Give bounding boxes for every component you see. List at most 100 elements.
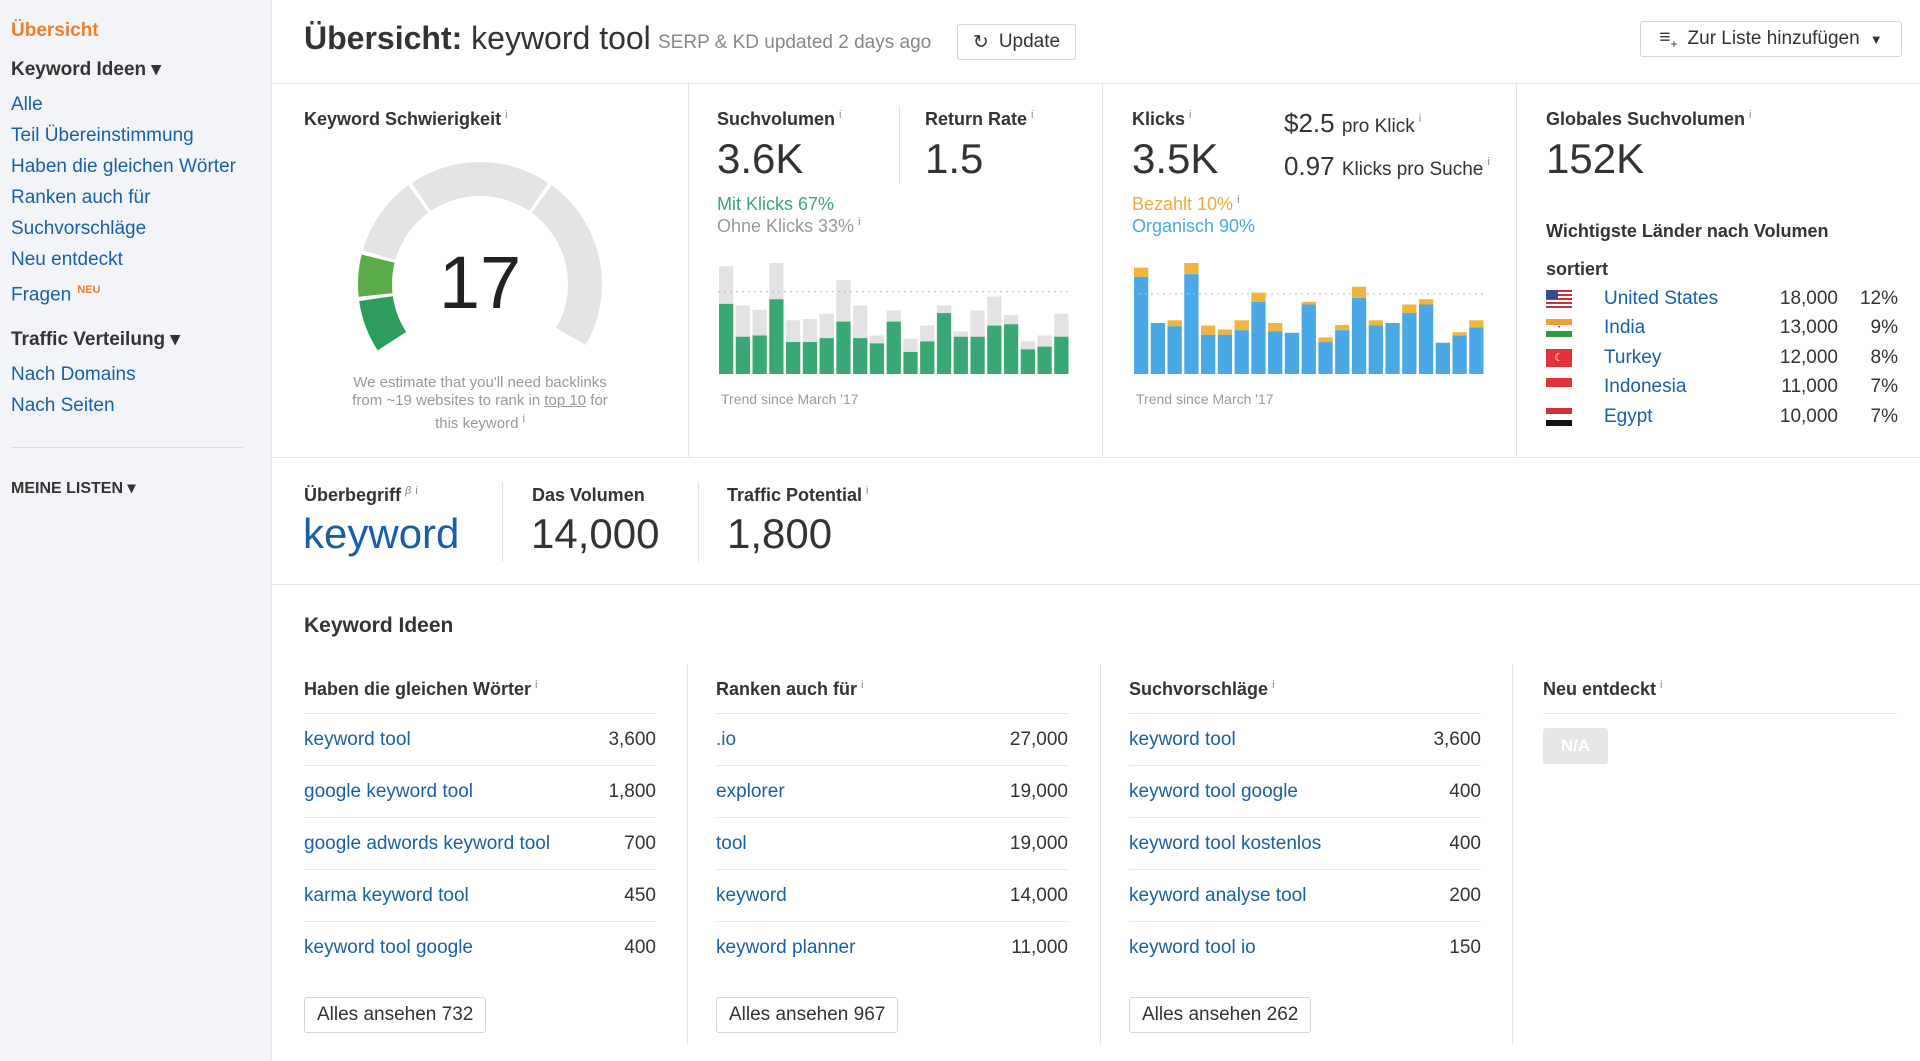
keyword-link[interactable]: keyword analyse tool	[1129, 884, 1307, 906]
country-link[interactable]: Indonesia	[1604, 376, 1687, 397]
bar-without-clicks	[1003, 315, 1019, 325]
sidebar-section-title[interactable]: Keyword Ideen ▾	[11, 59, 161, 80]
country-link[interactable]: Turkey	[1604, 346, 1662, 368]
sidebar-item[interactable]: Alle	[11, 94, 43, 115]
keyword-link[interactable]: keyword tool io	[1129, 937, 1256, 958]
sidebar-item-overview[interactable]: Übersicht	[11, 20, 99, 41]
sidebar-section-title[interactable]: Traffic Verteilung ▾	[11, 329, 180, 351]
keyword-ideas-column: Suchvorschläge i keyword tool 3,600 keyword …	[1129, 676, 1481, 974]
bar-paid	[1251, 292, 1266, 302]
view-all-button[interactable]: Alles ansehen 262	[1129, 997, 1312, 1033]
clicks-trend-label: Trend since March '17	[1136, 391, 1274, 407]
country-row: United States 18,000 12%	[1546, 284, 1900, 313]
keyword-ideas-column: Neu entdeckt i N/A	[1543, 676, 1897, 764]
keyword-link[interactable]: explorer	[716, 780, 785, 802]
gauge-segment-empty	[362, 185, 429, 260]
bar-organic	[1134, 276, 1149, 374]
bar-paid	[1167, 320, 1182, 327]
bar-with-clicks	[987, 325, 1002, 374]
keyword-row: keyword tool io 150	[1129, 922, 1481, 974]
bar-organic	[1201, 334, 1216, 374]
divider	[11, 447, 243, 449]
bar-with-clicks	[735, 336, 751, 374]
keyword-link[interactable]: keyword tool google	[1129, 780, 1298, 802]
global-volume-label: Globales Suchvolumen i	[1546, 109, 1752, 129]
bar-without-clicks	[987, 296, 1002, 326]
clicks-trend-chart	[1133, 262, 1485, 374]
bar-organic	[1402, 313, 1417, 374]
indonesia-flag-icon	[1546, 378, 1572, 396]
bar-with-clicks	[1020, 349, 1035, 374]
bar-without-clicks	[886, 310, 901, 322]
keyword-link[interactable]: tool	[716, 832, 747, 854]
update-status: SERP & KD updated 2 days ago	[658, 32, 932, 53]
country-share: 7%	[1870, 376, 1898, 397]
keyword-volume: 14,000	[1009, 884, 1068, 906]
info-icon[interactable]: i	[505, 109, 508, 121]
without-clicks: Ohne Klicks 33% i	[717, 216, 861, 236]
keyword-row: .io 27,000	[716, 714, 1068, 766]
keyword-link[interactable]: keyword tool	[304, 728, 411, 750]
view-all-button[interactable]: Alles ansehen 967	[716, 997, 899, 1033]
top10-link[interactable]: top 10	[544, 392, 587, 409]
country-link[interactable]: Egypt	[1604, 405, 1653, 427]
add-to-list-button[interactable]: ≡+ Zur Liste hinzufügen ▼	[1640, 21, 1902, 57]
keyword-link[interactable]: google keyword tool	[304, 780, 473, 802]
bar-without-clicks	[853, 305, 868, 339]
sidebar-item[interactable]: Neu entdeckt	[11, 249, 123, 270]
sidebar-item[interactable]: Nach Seiten	[11, 395, 115, 417]
bar-organic	[1318, 342, 1333, 374]
volume-value: 3.6K	[717, 135, 804, 182]
view-all-button[interactable]: Alles ansehen 732	[304, 997, 487, 1033]
bar-paid	[1217, 329, 1233, 335]
keyword-volume: 200	[1449, 884, 1481, 906]
sidebar-item[interactable]: Haben die gleichen Wörter	[11, 156, 236, 177]
sidebar-item[interactable]: Fragen NEU	[11, 284, 101, 306]
bar-without-clicks	[936, 305, 952, 314]
keyword-link[interactable]: keyword	[716, 884, 787, 906]
country-link[interactable]: United States	[1604, 287, 1719, 309]
country-row: ☾ Turkey 12,000 8%	[1546, 343, 1900, 372]
keyword-link[interactable]: keyword planner	[716, 937, 856, 958]
my-lists-toggle[interactable]: MEINE LISTEN ▾	[11, 480, 136, 498]
turkey-flag-icon: ☾	[1546, 348, 1572, 367]
bar-with-clicks	[719, 303, 734, 374]
keyword-link[interactable]: keyword tool google	[304, 937, 473, 958]
column-title: Ranken auch für i	[716, 676, 1068, 714]
sidebar-item[interactable]: Suchvorschläge	[11, 218, 147, 239]
bar-with-clicks	[769, 299, 784, 374]
keyword-volume: 700	[624, 832, 656, 854]
keyword-link[interactable]: .io	[716, 728, 737, 750]
na-badge: N/A	[1543, 728, 1608, 764]
bar-without-clicks	[869, 335, 885, 344]
parent-topic-link[interactable]: keyword	[303, 510, 460, 557]
sidebar-item[interactable]: Nach Domains	[11, 364, 136, 386]
bar-paid	[1184, 262, 1199, 275]
country-share: 8%	[1870, 346, 1898, 368]
traffic-potential-value: 1,800	[727, 510, 833, 557]
column-title: Haben die gleichen Wörter i	[304, 676, 656, 714]
bar-organic	[1418, 304, 1434, 374]
keyword-link[interactable]: karma keyword tool	[304, 884, 469, 906]
volume-label: Suchvolumen i	[717, 109, 842, 129]
keyword-row: keyword 14,000	[716, 870, 1068, 922]
country-volume: 13,000	[1779, 317, 1838, 338]
keyword-ideas-column: Haben die gleichen Wörter i keyword tool 3,…	[304, 676, 656, 974]
keyword-link[interactable]: keyword tool	[1129, 728, 1236, 750]
country-share: 9%	[1870, 317, 1898, 338]
keyword-row: explorer 19,000	[716, 766, 1068, 818]
keyword-link[interactable]: google adwords keyword tool	[304, 832, 551, 854]
parent-volume-label: Das Volumen	[532, 485, 645, 505]
sidebar-item[interactable]: Ranken auch für	[11, 187, 151, 208]
bar-with-clicks	[853, 338, 868, 374]
country-link[interactable]: India	[1604, 317, 1646, 338]
bar-with-clicks	[970, 336, 985, 374]
keyword-link[interactable]: keyword tool kostenlos	[1129, 832, 1322, 854]
bar-organic	[1150, 322, 1166, 374]
bar-organic	[1452, 335, 1467, 374]
update-button[interactable]: ↻ Update	[957, 24, 1076, 60]
cpc: $2.5 pro Klick i	[1284, 108, 1422, 138]
bar-with-clicks	[752, 335, 767, 374]
sidebar-item[interactable]: Teil Übereinstimmung	[11, 125, 194, 146]
kd-label: Keyword Schwierigkeit i	[304, 109, 508, 129]
